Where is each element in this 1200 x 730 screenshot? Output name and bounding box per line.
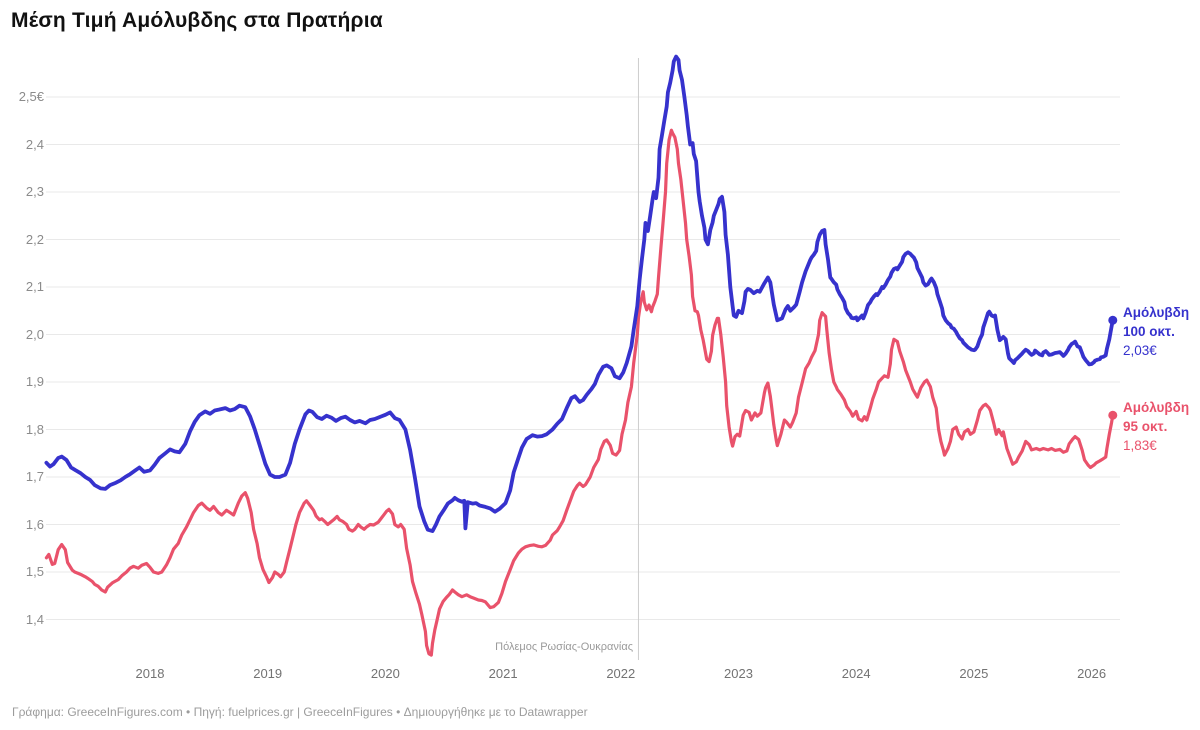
legend-unleaded-95: Αμόλυβδη 95 οκτ. 1,83€ (1123, 398, 1200, 455)
y-tick-label: 2,3 (25, 184, 44, 199)
legend-unleaded-100-name-line1: Αμόλυβδη (1123, 305, 1190, 320)
y-tick-label: 1,7 (25, 469, 44, 484)
y-tick-label: 1,8 (25, 421, 44, 437)
y-tick-label: 1,9 (25, 374, 44, 389)
y-tick-label: 2,2 (25, 231, 44, 247)
y-tick-label: 2,1 (25, 279, 44, 294)
series-line-95 (44, 128, 1115, 657)
x-tick-label: 2018 (135, 666, 165, 681)
series-line-100 (44, 54, 1115, 533)
legend-unleaded-95-value: 1,83€ (1123, 438, 1157, 453)
legend-unleaded-95-name-line1: Αμόλυβδη (1123, 400, 1190, 415)
x-tick-label: 2019 (253, 666, 283, 681)
series-end-dot-95 (1108, 410, 1118, 420)
x-tick-label: 2022 (606, 666, 636, 681)
war-annotation-label: Πόλεμος Ρωσίας-Ουκρανίας (495, 641, 633, 653)
y-tick-label: 1,5 (25, 564, 44, 579)
y-tick-label: 1,4 (25, 611, 44, 627)
legend-unleaded-100: Αμόλυβδη 100 οκτ. 2,03€ (1123, 303, 1200, 360)
y-tick-label: 1,6 (25, 516, 44, 532)
x-tick-label: 2021 (488, 666, 518, 681)
page-title: Μέση Τιμή Αμόλυβδης στα Πρατήρια (11, 9, 383, 32)
x-tick-label: 2024 (841, 666, 871, 681)
x-tick-label: 2026 (1077, 666, 1107, 681)
y-tick-label: 2,0 (25, 326, 44, 342)
legend-unleaded-100-value: 2,03€ (1123, 343, 1157, 358)
legend-unleaded-100-name-line2: 100 οκτ. (1123, 324, 1175, 339)
y-tick-label: 2,5€ (18, 89, 44, 104)
chart-footer-byline: Γράφημα: GreeceInFigures.com • Πηγή: fue… (12, 705, 588, 719)
x-tick-label: 2020 (370, 666, 400, 681)
x-tick-label: 2025 (959, 666, 989, 681)
series-end-dot-100 (1108, 315, 1118, 325)
y-tick-label: 2,4 (25, 136, 44, 152)
x-tick-label: 2023 (724, 666, 753, 681)
legend-unleaded-95-name-line2: 95 οκτ. (1123, 419, 1168, 434)
